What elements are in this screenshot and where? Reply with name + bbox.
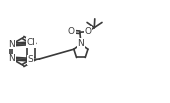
Text: N: N [78,39,84,48]
Text: N: N [8,54,15,63]
Text: O: O [68,27,75,36]
Text: O: O [85,27,92,36]
Text: S: S [27,56,33,64]
Text: Cl: Cl [27,38,36,47]
Text: N: N [8,40,15,49]
